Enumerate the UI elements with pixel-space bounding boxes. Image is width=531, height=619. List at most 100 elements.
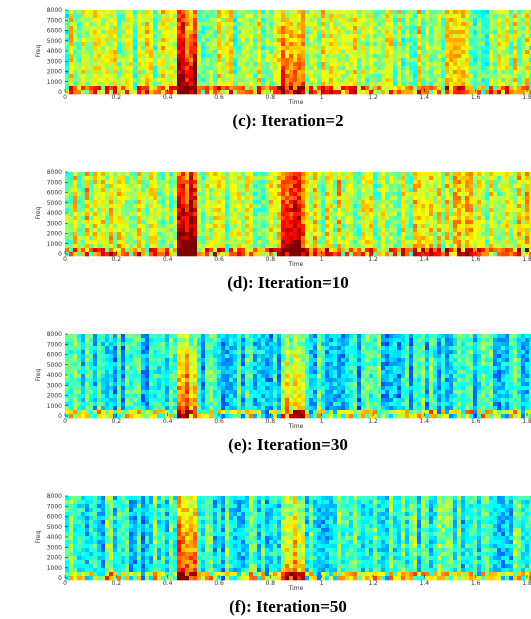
spectrogram-cell — [477, 34, 481, 38]
spectrogram-cell — [385, 74, 389, 78]
spectrogram-cell — [497, 188, 501, 192]
spectrogram-cell — [189, 26, 193, 30]
spectrogram-cell — [93, 224, 97, 228]
spectrogram-cell — [525, 192, 529, 196]
spectrogram-cell — [465, 192, 469, 196]
spectrogram-cell — [265, 244, 269, 248]
spectrogram-cell — [441, 244, 445, 248]
spectrogram-cell — [153, 74, 157, 78]
spectrogram-cell — [257, 196, 261, 200]
spectrogram-cell — [261, 176, 265, 180]
spectrogram-cell — [469, 54, 473, 58]
spectrogram-cell — [365, 208, 369, 212]
spectrogram-cell — [493, 26, 497, 30]
spectrogram-cell — [417, 200, 421, 204]
spectrogram-cell — [281, 244, 285, 248]
spectrogram-cell — [417, 196, 421, 200]
spectrogram-cell — [481, 46, 485, 50]
spectrogram-cell — [213, 14, 217, 18]
spectrogram-cell — [89, 204, 93, 208]
spectrogram-cell — [365, 204, 369, 208]
spectrogram-cell — [293, 200, 297, 204]
spectrogram-cell — [517, 212, 521, 216]
spectrogram-cell — [229, 78, 233, 82]
spectrogram-cell — [381, 46, 385, 50]
spectrogram-cell — [449, 252, 453, 256]
spectrogram-cell — [117, 220, 121, 224]
spectrogram-cell — [241, 212, 245, 216]
spectrogram-cell — [413, 236, 417, 240]
spectrogram — [65, 334, 531, 418]
spectrogram-cell — [501, 244, 505, 248]
spectrogram-cell — [521, 248, 525, 252]
spectrogram-cell — [105, 208, 109, 212]
spectrogram-cell — [121, 232, 125, 236]
spectrogram-cell — [93, 26, 97, 30]
spectrogram-cell — [141, 62, 145, 66]
spectrogram-cell — [285, 192, 289, 196]
spectrogram-cell — [337, 252, 341, 256]
spectrogram-cell — [161, 22, 165, 26]
spectrogram-cell — [433, 192, 437, 196]
spectrogram-cell — [325, 220, 329, 224]
spectrogram-cell — [209, 236, 213, 240]
spectrogram-cell — [221, 192, 225, 196]
spectrogram-cell — [137, 252, 141, 256]
spectrogram-cell — [521, 62, 525, 66]
spectrogram-cell — [493, 38, 497, 42]
spectrogram-cell — [349, 26, 353, 30]
spectrogram-cell — [105, 18, 109, 22]
spectrogram-cell — [121, 26, 125, 30]
spectrogram-cell — [69, 70, 73, 74]
spectrogram-cell — [365, 26, 369, 30]
spectrogram-cell — [273, 192, 277, 196]
spectrogram-cell — [81, 188, 85, 192]
spectrogram-cell — [297, 50, 301, 54]
spectrogram-cell — [385, 228, 389, 232]
spectrogram-cell — [413, 228, 417, 232]
spectrogram-cell — [245, 18, 249, 22]
spectrogram-cell — [305, 82, 309, 86]
spectrogram-cell — [393, 176, 397, 180]
spectrogram-cell — [405, 18, 409, 22]
spectrogram-cell — [281, 212, 285, 216]
spectrogram-cell — [397, 74, 401, 78]
spectrogram-cell — [201, 204, 205, 208]
spectrogram-cell — [517, 204, 521, 208]
spectrogram-cell — [429, 212, 433, 216]
spectrogram-cell — [505, 58, 509, 62]
spectrogram-cell — [509, 58, 513, 62]
spectrogram-cell — [341, 18, 345, 22]
spectrogram-cell — [265, 196, 269, 200]
spectrogram-cell — [341, 10, 345, 14]
spectrogram-cell — [261, 86, 265, 90]
spectrogram-cell — [157, 176, 161, 180]
spectrogram-cell — [345, 82, 349, 86]
spectrogram-cell — [429, 172, 433, 176]
spectrogram-cell — [153, 236, 157, 240]
y-axis-label: Freq — [35, 44, 42, 57]
spectrogram-cell — [209, 180, 213, 184]
spectrogram-cell — [365, 176, 369, 180]
spectrogram-cell — [81, 248, 85, 252]
spectrogram-cell — [277, 34, 281, 38]
spectrogram-cell — [377, 208, 381, 212]
spectrogram-cell — [409, 90, 413, 94]
spectrogram-cell — [389, 240, 393, 244]
spectrogram-cell — [101, 208, 105, 212]
spectrogram-cell — [257, 192, 261, 196]
spectrogram-cell — [225, 176, 229, 180]
spectrogram-cell — [209, 176, 213, 180]
spectrogram-cell — [413, 240, 417, 244]
spectrogram-cell — [73, 46, 77, 50]
spectrogram-cell — [361, 176, 365, 180]
spectrogram-cell — [357, 228, 361, 232]
spectrogram-cell — [413, 208, 417, 212]
spectrogram-cell — [413, 82, 417, 86]
spectrogram-cell — [461, 248, 465, 252]
spectrogram-cell — [457, 188, 461, 192]
spectrogram-cell — [357, 212, 361, 216]
spectrogram-cell — [121, 30, 125, 34]
spectrogram-cell — [513, 82, 517, 86]
spectrogram-cell — [209, 58, 213, 62]
